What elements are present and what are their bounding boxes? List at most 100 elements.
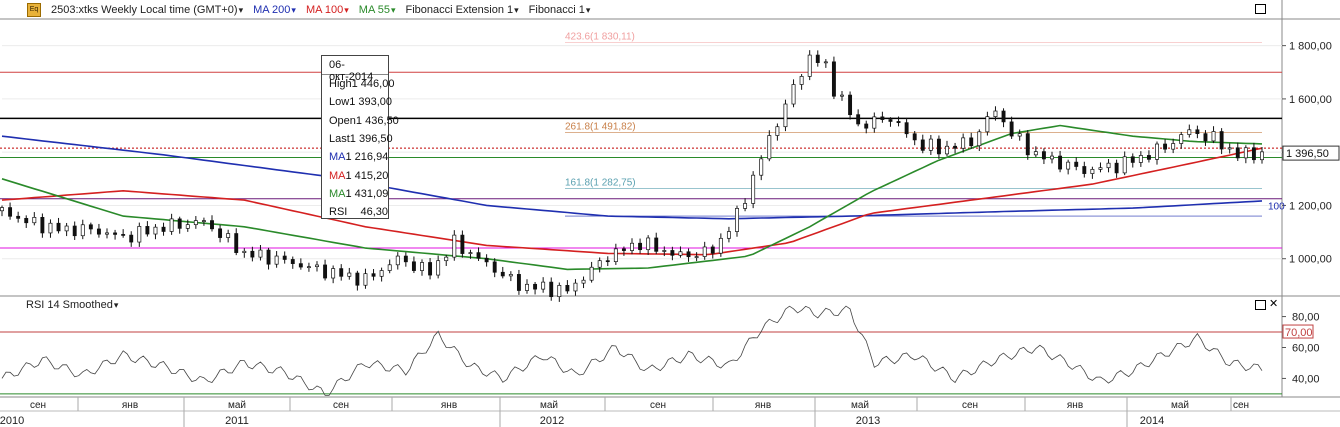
fib-label: 423.6(1 830,11) — [565, 32, 635, 43]
candle — [355, 272, 360, 286]
ma200-legend[interactable]: MA 200 — [253, 4, 296, 16]
candle — [226, 233, 231, 238]
candle — [751, 174, 756, 204]
tooltip-row: MA 1 431,09 — [322, 185, 388, 203]
candle — [807, 54, 812, 77]
x-year-label: 2013 — [856, 415, 880, 427]
x-month-label: май — [851, 400, 869, 411]
candle — [1187, 129, 1192, 135]
eq-icon[interactable]: Eq — [27, 2, 41, 17]
rsi-close-icon[interactable]: ✕ — [1269, 298, 1279, 310]
candle — [16, 215, 21, 219]
candle — [840, 94, 844, 97]
candle — [210, 220, 214, 230]
candle — [428, 262, 433, 276]
candle — [1082, 166, 1087, 174]
candle — [468, 252, 473, 254]
x-year-label: 2014 — [1140, 415, 1164, 427]
tooltip-key: Open — [329, 114, 356, 127]
tooltip-row: MA 1 216,94 — [322, 148, 388, 166]
candle — [589, 266, 594, 281]
candle — [129, 234, 134, 243]
rsi-title[interactable]: RSI 14 Smoothed — [26, 299, 118, 311]
tooltip-row: MA 1 415,20 — [322, 166, 388, 184]
candle — [1025, 133, 1030, 156]
candle — [274, 255, 279, 265]
candle — [185, 224, 190, 229]
candle — [662, 250, 667, 252]
rsi-tick-label: 60,00 — [1292, 343, 1320, 355]
fibext-legend[interactable]: Fibonacci Extension 1 — [406, 4, 519, 16]
rsi-maximize-icon[interactable] — [1255, 300, 1266, 310]
candle — [460, 234, 465, 254]
candle — [8, 207, 13, 217]
candle — [1122, 156, 1127, 174]
candle — [193, 220, 198, 226]
candle — [516, 274, 521, 291]
candle — [339, 268, 344, 277]
tooltip-key: MA — [329, 187, 346, 200]
x-month-label: янв — [122, 400, 138, 411]
candle — [1146, 155, 1151, 160]
x-month-label: сен — [30, 400, 46, 411]
candle — [105, 232, 109, 235]
tooltip-value: 46,30 — [360, 206, 388, 219]
candle — [387, 264, 392, 271]
candle — [1155, 143, 1159, 160]
tooltip-value: 1 415,20 — [345, 169, 389, 182]
candle — [759, 158, 764, 176]
candle — [654, 237, 659, 252]
candle — [258, 249, 263, 258]
candle — [492, 261, 497, 273]
candle — [484, 257, 489, 263]
x-year-label: 2010 — [0, 415, 24, 427]
candle — [630, 242, 634, 251]
candle — [872, 116, 877, 129]
candle — [581, 279, 586, 284]
candle — [904, 122, 909, 135]
candle — [791, 84, 796, 105]
candle — [702, 246, 707, 257]
tooltip-value: 1 431,09 — [345, 187, 389, 200]
candle — [977, 131, 982, 147]
symbol-selector[interactable]: 2503:xtks Weekly Local time (GMT+0) — [51, 4, 243, 16]
price-label: 1 396,50 — [1286, 148, 1329, 160]
candle — [1033, 151, 1038, 156]
candle — [533, 283, 538, 290]
x-month-label: май — [228, 400, 246, 411]
candle — [234, 233, 239, 253]
x-year-label: 2012 — [540, 415, 564, 427]
candle — [993, 110, 998, 117]
candle — [856, 114, 861, 125]
candle — [638, 242, 643, 251]
tooltip-key: MA — [329, 169, 346, 182]
candle — [815, 54, 820, 63]
tooltip-value: 1 393,00 — [349, 96, 393, 109]
candle — [1106, 162, 1111, 169]
candle — [347, 272, 352, 277]
candle — [64, 225, 69, 232]
x-month-label: май — [540, 400, 558, 411]
ohlc-tooltip: 06-окт-2014 High 1 446,00 Low 1 393,00 Open 1… — [321, 55, 399, 219]
x-month-label: янв — [755, 400, 771, 411]
candle — [525, 283, 529, 291]
candle — [1058, 155, 1063, 170]
maximize-icon[interactable] — [1255, 4, 1266, 14]
ma100-legend[interactable]: MA 100 — [306, 4, 349, 16]
candle — [298, 263, 303, 268]
ma200-line — [1, 135, 1263, 220]
x-month-label: янв — [441, 400, 457, 411]
candle — [1114, 162, 1119, 174]
fib-legend[interactable]: Fibonacci 1 — [529, 4, 591, 16]
candle — [735, 208, 739, 232]
ma55-legend[interactable]: MA 55 — [359, 4, 396, 16]
tooltip-row: High 1 446,00 — [322, 75, 394, 93]
rsi-level-box — [1282, 324, 1314, 339]
edge-label: 100 — [1268, 201, 1285, 212]
candle — [936, 138, 941, 155]
candle — [420, 262, 424, 271]
candle — [549, 281, 554, 298]
candle — [1050, 155, 1054, 160]
